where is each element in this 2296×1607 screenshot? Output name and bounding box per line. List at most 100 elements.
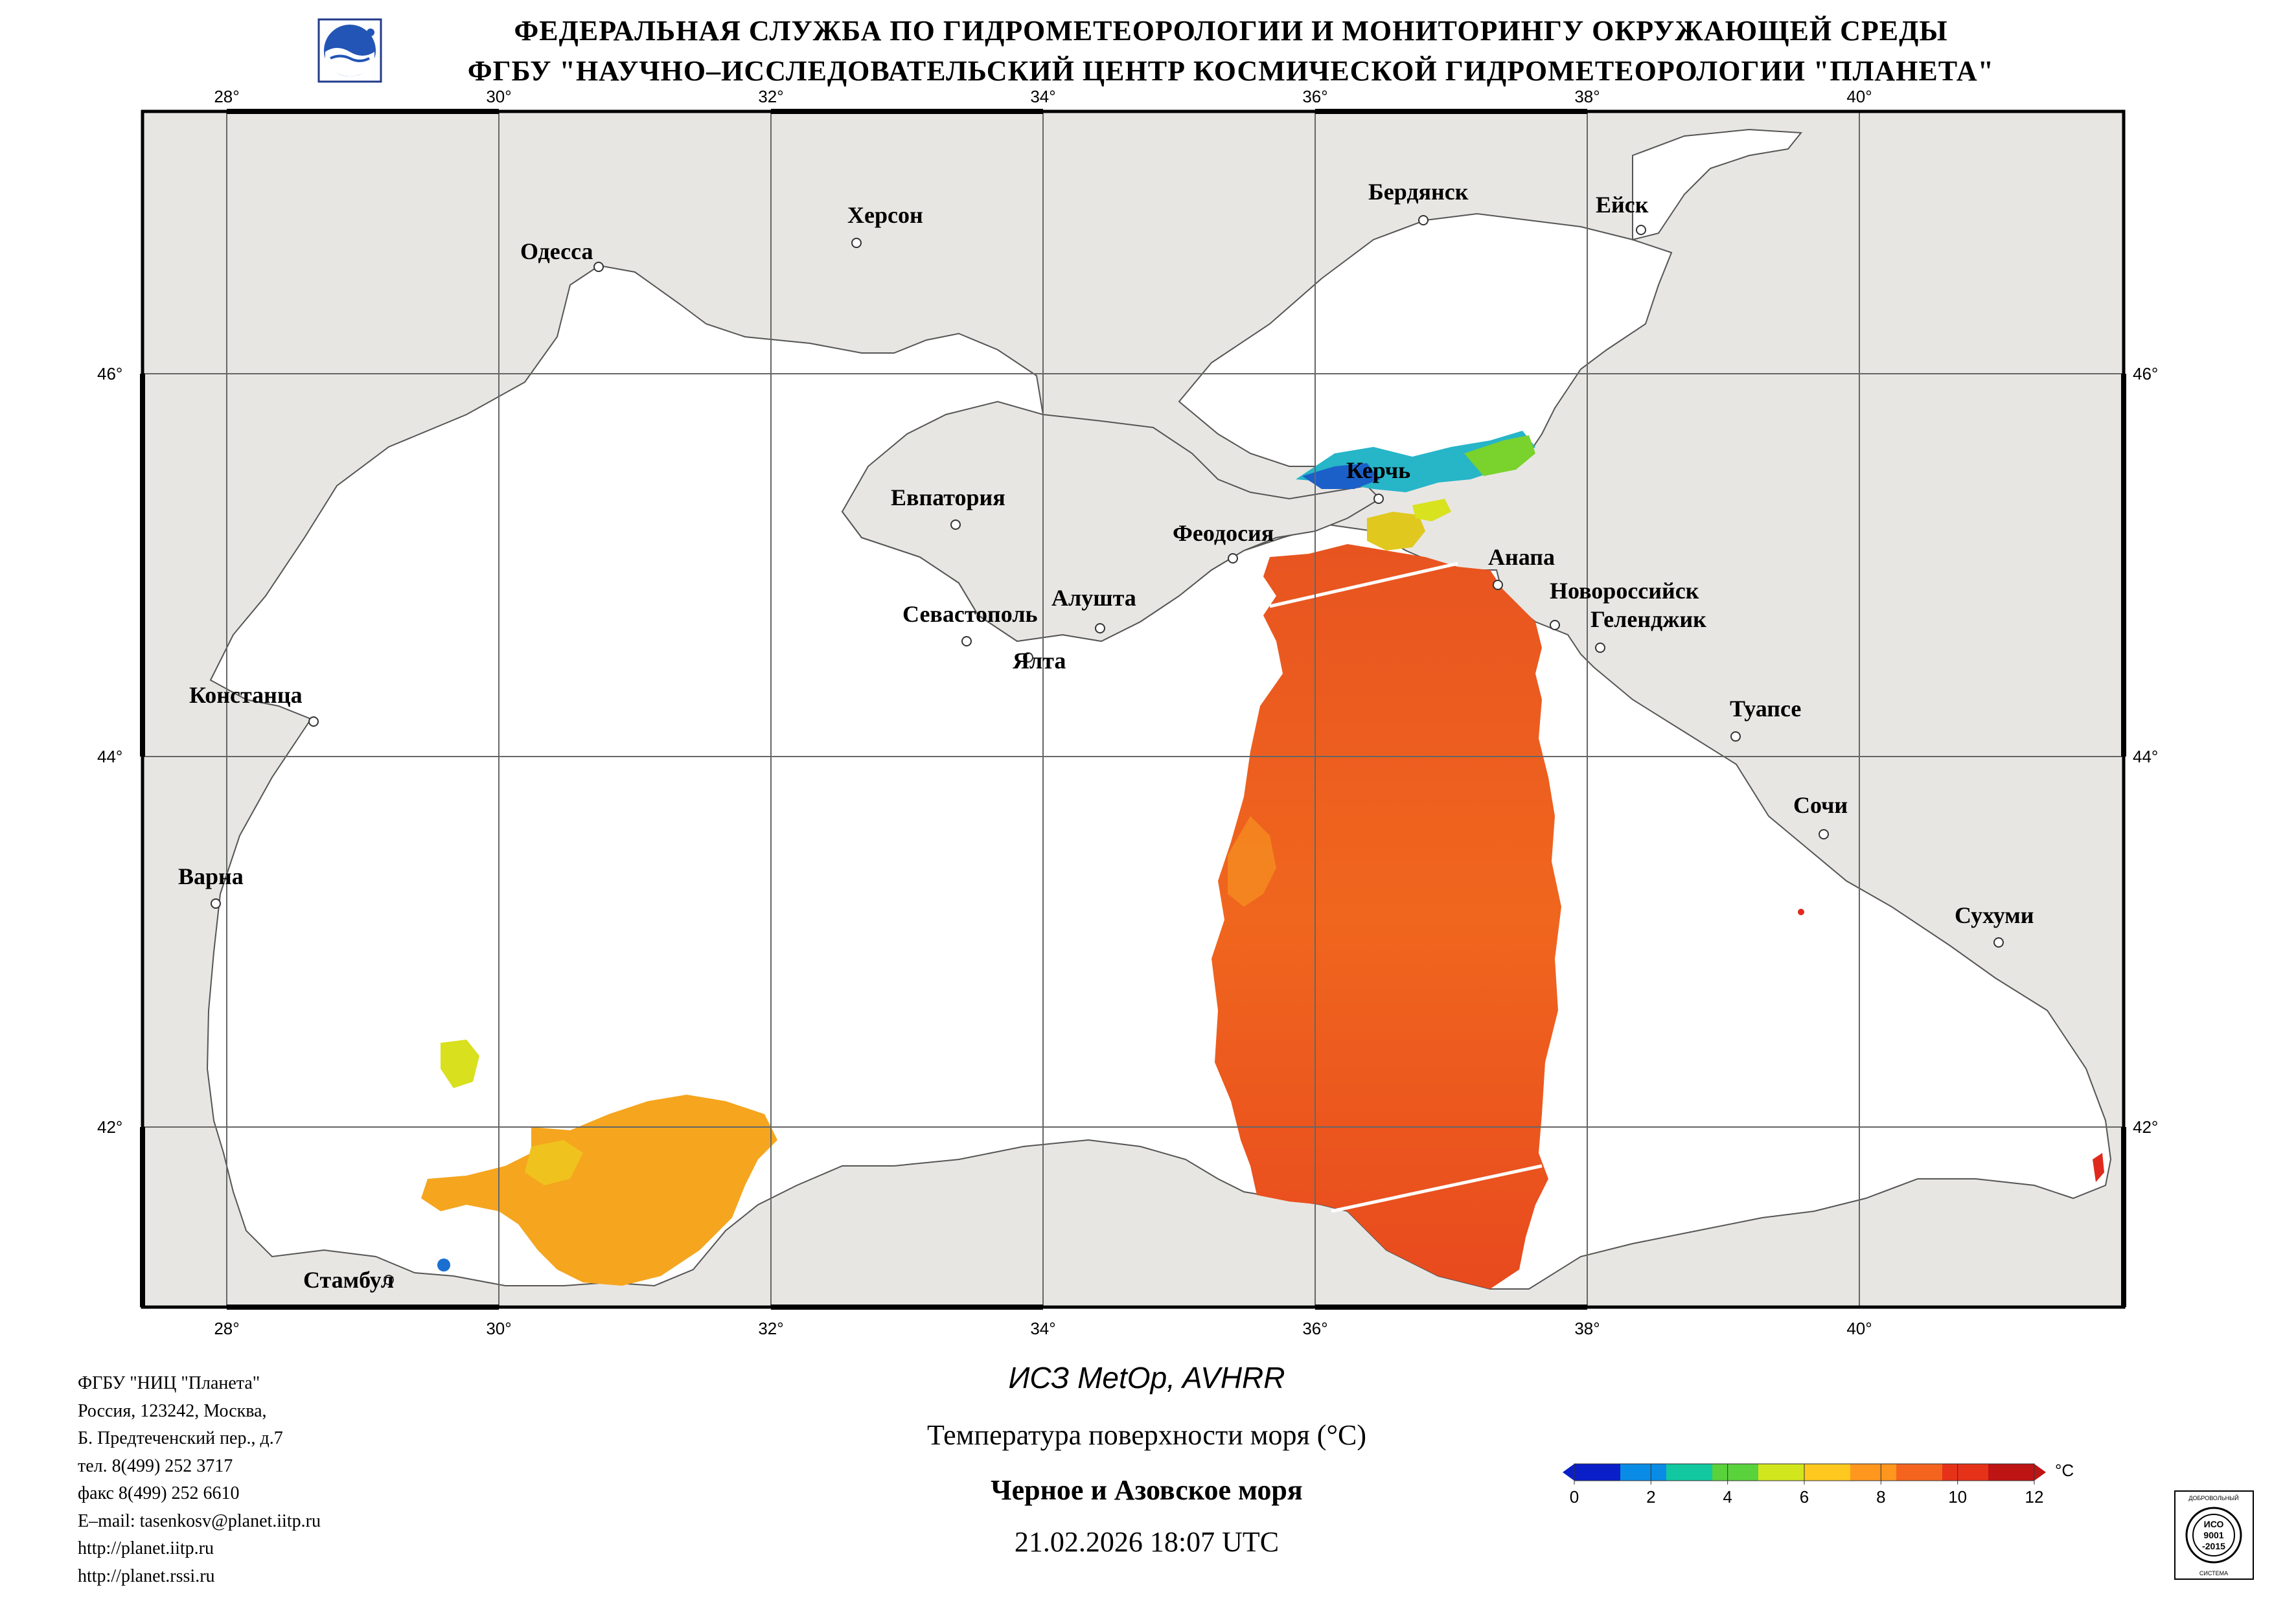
city-label: Феодосия	[1173, 520, 1274, 546]
longitude-label: 40°	[1846, 1319, 1872, 1338]
frame-bar	[2121, 374, 2126, 757]
sst-data	[421, 431, 2104, 1289]
crimea	[841, 400, 1381, 643]
city-marker	[593, 262, 604, 272]
city-label: Туапсе	[1730, 696, 1801, 722]
cert-number: 9001	[2203, 1530, 2223, 1540]
planeta-globe-icon	[317, 18, 382, 83]
city-marker	[961, 636, 972, 646]
info-line[interactable]: http://planet.iitp.ru	[78, 1538, 214, 1558]
city-label: Стамбул	[303, 1267, 394, 1293]
info-line: Россия, 123242, Москва,	[78, 1400, 267, 1421]
legend-tick-label: 2	[1646, 1487, 1655, 1507]
legend-tick-label: 4	[1723, 1487, 1732, 1507]
latitude-label: 42°	[2133, 1117, 2158, 1137]
city-label: Варна	[178, 863, 244, 889]
latitude-label: 44°	[2133, 747, 2158, 766]
swath-gap-north	[1269, 562, 1458, 608]
city-marker	[1228, 553, 1238, 564]
legend-color-cell	[1896, 1464, 1943, 1481]
black-sea	[206, 264, 2112, 1290]
legend-color-cell	[1850, 1464, 1897, 1481]
longitude-label: 38°	[1574, 1319, 1600, 1338]
sst-southwest-yellow	[525, 1140, 583, 1185]
city-label: Бердянск	[1368, 179, 1469, 205]
legend-color-cell	[1712, 1464, 1759, 1481]
info-line: E–mail: tasenkosv@planet.iitp.ru	[78, 1510, 321, 1531]
header-center: ФГБУ "НАУЧНО–ИССЛЕДОВАТЕЛЬСКИЙ ЦЕНТР КОС…	[467, 55, 1995, 87]
planeta-logo	[317, 18, 382, 83]
frame-bar	[771, 1305, 1043, 1310]
frame-bar	[140, 374, 145, 757]
parameter-caption: Температура поверхности моря (°C)	[926, 1419, 1367, 1451]
city-label: Севастополь	[902, 601, 1038, 627]
iso-certificate-icon: ДОБРОВОЛЬНЫЙ ИСО 9001 -2015 СИСТЕМА	[2174, 1490, 2254, 1580]
frame-bar	[1315, 1305, 1587, 1310]
info-line: Б. Предтеченский пер., д.7	[78, 1428, 283, 1448]
city-marker	[1595, 643, 1605, 653]
legend-tick-label: 10	[1948, 1487, 1967, 1507]
legend-color-cell	[1666, 1464, 1713, 1481]
sst-southwest-fragments	[441, 1040, 479, 1088]
legend-tick-label: 0	[1570, 1487, 1579, 1507]
swath-gap-south	[1331, 1164, 1543, 1213]
cert-iso: ИСО	[2204, 1519, 2224, 1529]
city-marker	[1493, 580, 1503, 590]
city-marker	[1095, 623, 1105, 633]
cert-bottom: СИСТЕМА	[2199, 1570, 2228, 1577]
frame-bar	[227, 1305, 499, 1310]
frame-bar	[771, 109, 1043, 114]
legend-tick-label: 8	[1876, 1487, 1885, 1507]
longitude-label: 38°	[1574, 87, 1600, 106]
frame-bar	[1315, 109, 1587, 114]
city-label: Сухуми	[1955, 902, 2034, 928]
city-marker	[1550, 620, 1560, 630]
latitude-label: 44°	[97, 747, 122, 766]
longitude-label: 30°	[486, 87, 511, 106]
city-marker	[1636, 225, 1646, 235]
city-label: Ялта	[1013, 648, 1066, 674]
sst-istanbul-cold-spot	[437, 1259, 450, 1271]
info-line: тел. 8(499) 252 3717	[78, 1455, 233, 1476]
city-label: Констанца	[189, 682, 303, 708]
longitude-label: 34°	[1030, 87, 1055, 106]
legend-min-arrow	[1563, 1464, 1574, 1481]
cert-year: -2015	[2202, 1541, 2225, 1551]
legend-color-cell	[1804, 1464, 1851, 1481]
city-marker	[308, 716, 319, 727]
city-label: Геленджик	[1590, 606, 1706, 632]
frame-ticks	[140, 109, 2126, 1310]
sst-kerch-yellow	[1367, 512, 1425, 551]
color-legend: 0 2 4 6 8 10 12 °C	[1563, 1461, 2074, 1507]
legend-color-cell	[1988, 1464, 2035, 1481]
longitude-label: 40°	[1846, 87, 1872, 106]
city-marker	[1993, 937, 2004, 948]
frame-bar	[227, 109, 499, 114]
taganrog-bay	[1632, 128, 1802, 241]
latitude-label: 46°	[2133, 364, 2158, 383]
city-marker	[1373, 494, 1384, 504]
info-line[interactable]: http://planet.rssi.ru	[78, 1566, 215, 1586]
legend-color-cell	[1574, 1464, 1621, 1481]
frame-bar	[2121, 1127, 2126, 1307]
frame-bar	[140, 1127, 145, 1307]
longitude-label: 34°	[1030, 1319, 1055, 1338]
city-label: Евпатория	[891, 484, 1005, 510]
city-marker	[1730, 731, 1741, 742]
sst-east-warm-edge	[1228, 816, 1276, 907]
datetime-caption: 21.02.2026 18:07 UTC	[1014, 1526, 1280, 1558]
sst-southwest-area	[421, 1095, 777, 1286]
city-label: Алушта	[1051, 585, 1136, 611]
longitude-label: 32°	[758, 87, 783, 106]
latitude-label: 46°	[97, 364, 122, 383]
city-marker	[1418, 215, 1429, 225]
graticule	[143, 111, 2124, 1307]
city-marker	[1819, 829, 1829, 839]
longitude-label: 28°	[214, 1319, 239, 1338]
latitude-label: 42°	[97, 1117, 122, 1137]
city-label: Сочи	[1793, 792, 1848, 818]
region-caption: Черное и Азовское моря	[991, 1474, 1303, 1506]
longitude-label: 30°	[486, 1319, 511, 1338]
city-marker	[950, 519, 961, 530]
